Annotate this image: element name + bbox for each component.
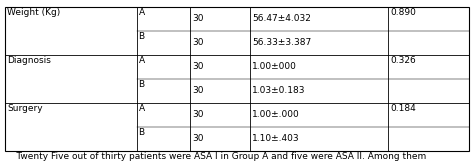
Text: 0.326: 0.326 xyxy=(390,56,416,65)
Text: Diagnosis: Diagnosis xyxy=(7,56,51,65)
Text: 1.00±.000: 1.00±.000 xyxy=(252,110,300,119)
Text: Weight (Kg): Weight (Kg) xyxy=(7,8,60,17)
Text: 30: 30 xyxy=(192,86,204,95)
Text: B: B xyxy=(138,80,145,89)
Text: 30: 30 xyxy=(192,62,204,71)
Text: 0.184: 0.184 xyxy=(390,104,416,113)
Text: A: A xyxy=(138,8,145,17)
Text: Twenty Five out of thirty patients were ASA I in Group A and five were ASA ll. A: Twenty Five out of thirty patients were … xyxy=(5,152,426,161)
Text: A: A xyxy=(138,56,145,65)
Text: 30: 30 xyxy=(192,134,204,143)
Bar xyxy=(5,7,469,151)
Text: 1.10±.403: 1.10±.403 xyxy=(252,134,300,143)
Text: 56.47±4.032: 56.47±4.032 xyxy=(252,14,311,23)
Text: 30: 30 xyxy=(192,14,204,23)
Text: A: A xyxy=(138,104,145,113)
Text: 56.33±3.387: 56.33±3.387 xyxy=(252,38,311,47)
Text: B: B xyxy=(138,32,145,41)
Text: 1.00±000: 1.00±000 xyxy=(252,62,297,71)
Text: 30: 30 xyxy=(192,110,204,119)
Text: 30: 30 xyxy=(192,38,204,47)
Text: B: B xyxy=(138,128,145,137)
Text: Surgery: Surgery xyxy=(7,104,43,113)
Text: 0.890: 0.890 xyxy=(390,8,416,17)
Text: 1.03±0.183: 1.03±0.183 xyxy=(252,86,305,95)
